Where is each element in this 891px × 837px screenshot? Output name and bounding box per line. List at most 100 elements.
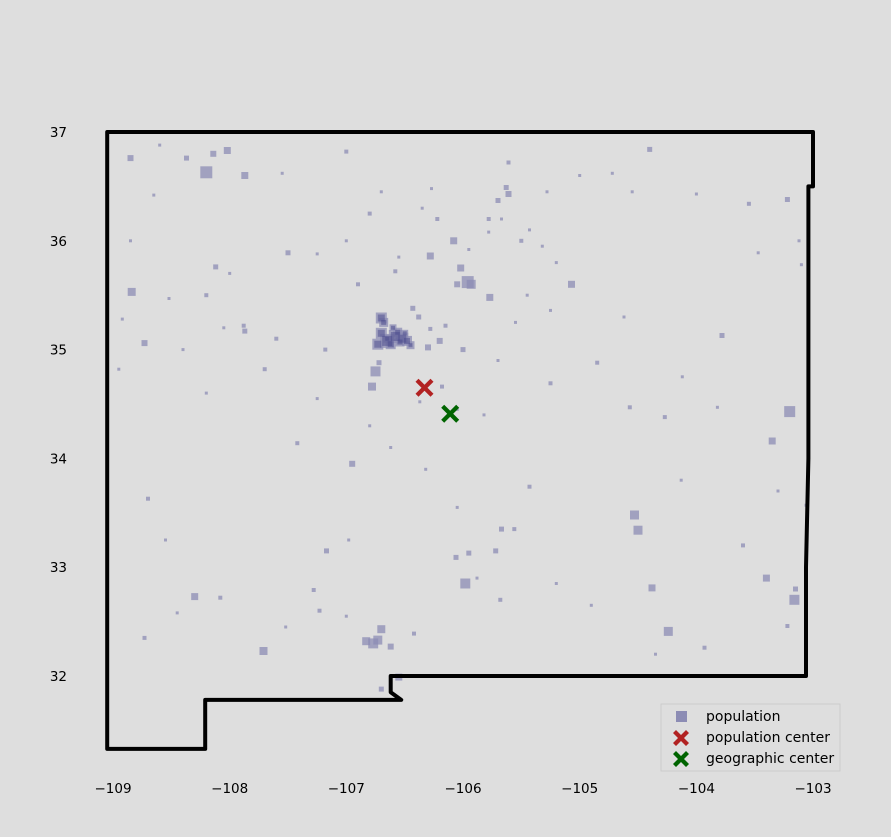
population-point [440,384,444,389]
population-point [466,550,472,556]
population-point [167,297,171,300]
population-point [285,250,291,256]
population-point [789,594,800,605]
population-point [482,413,486,417]
population-point [680,375,684,379]
population-points [117,143,808,692]
population-point [495,198,501,203]
population-point [503,185,509,190]
population-point [486,293,494,301]
y-axis-ticks: 32 33 34 35 36 37 [50,125,67,685]
population-point [663,626,673,636]
population-point [397,255,401,259]
population-point [129,239,132,243]
population-point [627,405,632,410]
population-point [525,293,529,297]
population-point [648,584,656,592]
population-point [368,424,372,428]
population-point [393,269,398,274]
population-point [222,326,226,330]
legend-geographic-center-icon [673,751,689,767]
population-point [315,397,319,401]
x-tick-label: −108 [211,781,248,797]
population-point [175,611,179,615]
population-point-dense [374,340,382,348]
population-point [589,603,593,607]
population-point [633,525,643,535]
population-point [141,340,148,347]
population-point [527,484,532,489]
population-point-dense [404,337,410,344]
x-tick-label: −109 [94,781,131,797]
population-point [420,206,424,210]
population-point [719,333,725,338]
legend-frame [660,703,841,772]
population-point [152,193,156,197]
population-point [548,381,553,386]
x-tick-label: −103 [794,781,831,797]
population-point [475,576,479,580]
population-point [500,217,503,221]
population-point [311,588,316,592]
population-point [554,582,558,585]
population-point [376,360,382,366]
population-point [430,187,433,191]
population-point [554,261,558,265]
population-point [228,271,232,275]
population-point [218,595,223,600]
population-point [410,305,416,311]
population-point [785,624,790,628]
population-point [344,239,348,243]
population-point [389,446,393,449]
population-point [315,252,319,256]
population-point [694,192,698,196]
population-point-dense [390,332,400,341]
population-point [120,317,124,321]
population-point [347,538,351,542]
population-point [127,287,136,296]
population-point [630,510,639,520]
population-point [435,217,440,221]
population-point [378,686,384,692]
population-point [117,367,121,371]
y-tick-label: 32 [50,669,67,685]
population-point [528,228,531,232]
population-point [280,171,284,175]
population-point [549,308,552,312]
population-point [793,586,798,592]
population-point [610,171,614,175]
population-point [142,635,147,640]
population-point [344,149,349,154]
population-point [762,574,770,582]
population-point [204,293,209,298]
population-point-dense [408,343,413,348]
population-point [540,244,544,248]
population-point [146,496,150,501]
population-point [768,437,776,445]
state-boundary [105,130,815,751]
population-point [486,217,491,221]
population-point [493,548,499,554]
population-point [460,347,466,353]
population-point [654,652,657,656]
population-point-dense [381,319,387,325]
population-point [158,143,162,147]
population-point [622,315,626,319]
population-point-dense [391,325,395,330]
x-tick-label: −104 [678,781,715,797]
population-point [466,279,476,289]
population-point [595,360,600,365]
population-point [200,166,213,179]
y-tick-label: 36 [50,234,67,250]
population-point-dense [397,339,403,345]
population-point [262,367,267,372]
population-point [498,597,503,602]
population-point [373,635,383,645]
population-point [349,460,356,467]
population-point [776,489,780,493]
population-point-dense [387,341,394,348]
population-point [505,191,512,197]
population-point [412,631,416,636]
population-point [377,625,386,634]
